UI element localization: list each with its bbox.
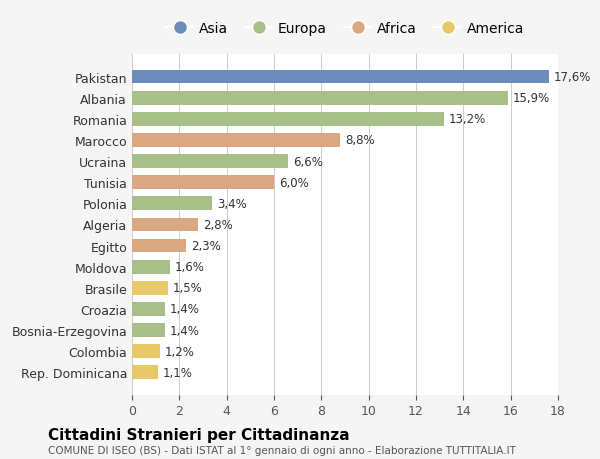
- Bar: [132, 260, 170, 274]
- Bar: [132, 134, 340, 147]
- Text: 1,5%: 1,5%: [172, 282, 202, 295]
- Text: 8,8%: 8,8%: [345, 134, 374, 147]
- Text: COMUNE DI ISEO (BS) - Dati ISTAT al 1° gennaio di ogni anno - Elaborazione TUTTI: COMUNE DI ISEO (BS) - Dati ISTAT al 1° g…: [48, 445, 516, 455]
- Text: 1,4%: 1,4%: [170, 324, 200, 337]
- Bar: [132, 176, 274, 190]
- Text: 17,6%: 17,6%: [553, 71, 590, 84]
- Bar: [132, 112, 445, 126]
- Bar: [132, 155, 288, 168]
- Text: 1,6%: 1,6%: [175, 261, 205, 274]
- Text: 1,1%: 1,1%: [163, 366, 193, 379]
- Text: Cittadini Stranieri per Cittadinanza: Cittadini Stranieri per Cittadinanza: [48, 427, 350, 442]
- Text: 1,2%: 1,2%: [165, 345, 195, 358]
- Legend: Asia, Europa, Africa, America: Asia, Europa, Africa, America: [161, 18, 529, 40]
- Bar: [132, 324, 165, 337]
- Bar: [132, 92, 508, 105]
- Bar: [132, 302, 165, 316]
- Text: 6,6%: 6,6%: [293, 155, 323, 168]
- Bar: [132, 197, 212, 211]
- Text: 6,0%: 6,0%: [279, 176, 308, 189]
- Text: 1,4%: 1,4%: [170, 303, 200, 316]
- Text: 2,8%: 2,8%: [203, 218, 233, 231]
- Bar: [132, 366, 158, 379]
- Bar: [132, 71, 548, 84]
- Bar: [132, 218, 198, 232]
- Bar: [132, 281, 167, 295]
- Text: 3,4%: 3,4%: [217, 197, 247, 210]
- Text: 13,2%: 13,2%: [449, 113, 487, 126]
- Bar: [132, 345, 160, 358]
- Text: 2,3%: 2,3%: [191, 240, 221, 252]
- Bar: [132, 239, 187, 253]
- Text: 15,9%: 15,9%: [513, 92, 550, 105]
